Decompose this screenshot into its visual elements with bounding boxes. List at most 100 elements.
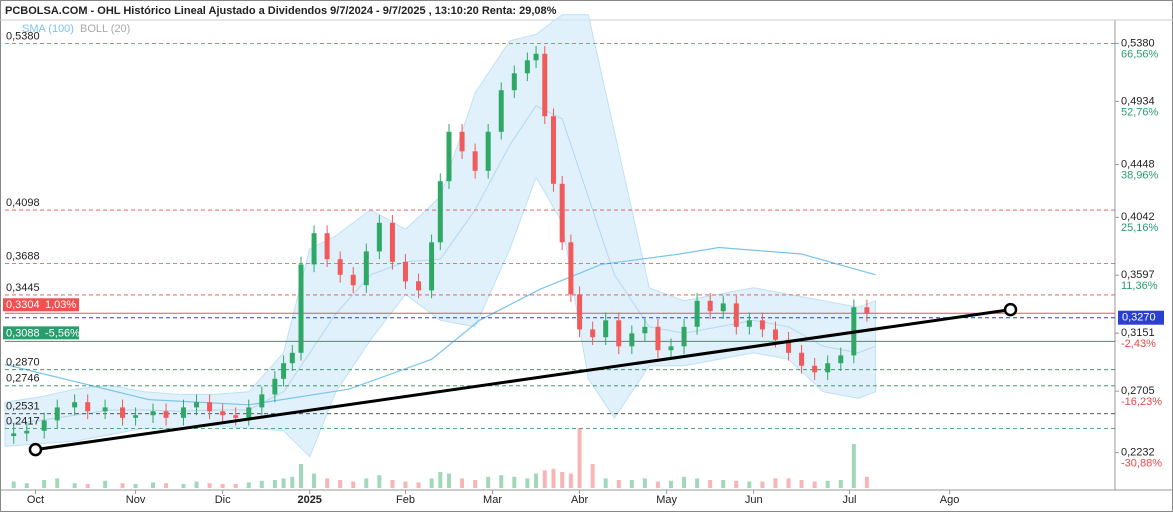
y-tick-change: 11,36% — [1121, 280, 1158, 292]
volume-bar — [542, 470, 547, 488]
candle-body — [54, 407, 60, 421]
trend-end — [1003, 302, 1018, 317]
volume-bar — [551, 468, 556, 488]
candle-body — [864, 307, 870, 314]
x-tick-label: Nov — [126, 494, 146, 506]
candle-body — [772, 329, 778, 340]
volume-bar — [616, 480, 621, 488]
volume-bar — [642, 478, 647, 488]
volume-bar — [181, 484, 186, 488]
marker-box — [3, 298, 79, 312]
y-tick-label: 0,4448 — [1121, 158, 1155, 170]
candle-body — [72, 402, 78, 408]
marker-box — [3, 326, 79, 340]
volume-bar — [194, 481, 199, 488]
y-tick-change: 66,56% — [1121, 48, 1159, 60]
candle-body — [759, 320, 765, 330]
y-tick-label: 0,5380 — [1121, 37, 1155, 49]
volume-bar — [42, 480, 47, 488]
y-tick-change: 25,16% — [1121, 222, 1159, 234]
volume-bar — [499, 475, 504, 488]
volume-bar — [669, 480, 673, 488]
volume-bar — [325, 478, 330, 488]
x-tick-label: Feb — [396, 494, 415, 506]
candle-body — [289, 352, 295, 364]
volume-bar — [164, 483, 169, 488]
candle-body — [207, 402, 213, 412]
marker-label: 0,3304 — [6, 299, 40, 311]
volume-bar — [351, 481, 356, 488]
volume-bar — [416, 482, 421, 488]
sma-line — [4, 246, 876, 406]
volume-bar — [721, 480, 726, 488]
candle-body — [281, 363, 287, 379]
volume-bar — [568, 473, 573, 488]
legend-entry: SMA (100) — [22, 23, 74, 35]
candle-body — [498, 90, 504, 132]
candle-body — [416, 281, 422, 291]
volume-bar — [760, 481, 765, 488]
volume-bar — [272, 480, 277, 488]
y-tick-label: 0,4934 — [1121, 95, 1155, 107]
volume-bar — [11, 481, 16, 488]
candle-body — [533, 53, 539, 61]
volume-bar — [786, 478, 791, 488]
y-tick-change: -2,43% — [1121, 338, 1156, 350]
candle-body — [180, 407, 186, 418]
current-label: 0,3270 — [1122, 312, 1156, 324]
candle-body — [707, 300, 713, 312]
trend-line — [35, 308, 1011, 452]
marker-label: 0,3088 — [6, 327, 40, 339]
candle-body — [668, 346, 674, 351]
candle-body — [324, 233, 330, 260]
x-tick-label: Ago — [940, 494, 960, 506]
y-tick-label: 0,2232 — [1121, 447, 1155, 459]
candle-body — [85, 402, 91, 412]
y-tick-change: -16,23% — [1121, 396, 1162, 408]
volume-bar — [708, 480, 713, 488]
candle-body — [298, 264, 304, 353]
candle-body — [568, 242, 574, 295]
volume-bar — [590, 464, 595, 488]
volume-bar — [838, 480, 843, 488]
volume-bar — [447, 473, 451, 488]
volume-bar — [603, 478, 608, 488]
x-tick-label: Oct — [27, 494, 44, 506]
candle-body — [102, 407, 108, 412]
x-tick-label: Jul — [842, 494, 856, 506]
y-tick-change: 52,76% — [1121, 106, 1159, 118]
candle-body — [550, 116, 556, 184]
volume-bar — [825, 480, 830, 488]
volume-bar — [534, 473, 539, 488]
candle-body — [11, 433, 17, 436]
y-tick-label: 0,4042 — [1121, 211, 1155, 223]
candle-body — [825, 363, 831, 373]
x-tick-label: 2025 — [297, 494, 321, 506]
candle-body — [259, 394, 265, 408]
candle-body — [272, 378, 278, 395]
volume-bar — [281, 478, 286, 488]
candle-body — [120, 407, 126, 418]
candle-body — [511, 73, 517, 91]
volume-bar — [290, 476, 295, 488]
candle-body — [220, 411, 226, 416]
volume-bar — [220, 484, 225, 488]
candle-body — [786, 339, 792, 353]
candle-body — [163, 411, 169, 418]
volume-bar — [103, 480, 108, 488]
candle-body — [233, 415, 239, 418]
volume-bar — [734, 480, 739, 488]
x-tick-label: Dic — [215, 494, 231, 506]
candle-body — [246, 407, 252, 418]
candle-body — [838, 355, 844, 364]
candle-body — [681, 326, 687, 347]
y-tick-label: 0,3597 — [1121, 269, 1155, 281]
candle-body — [603, 320, 609, 338]
volume-bar — [72, 483, 77, 488]
x-tick-label: Mar — [483, 494, 502, 506]
candle-body — [694, 300, 700, 327]
candle-body — [655, 326, 661, 351]
volume-bar — [259, 480, 264, 488]
candle-body — [194, 402, 200, 408]
